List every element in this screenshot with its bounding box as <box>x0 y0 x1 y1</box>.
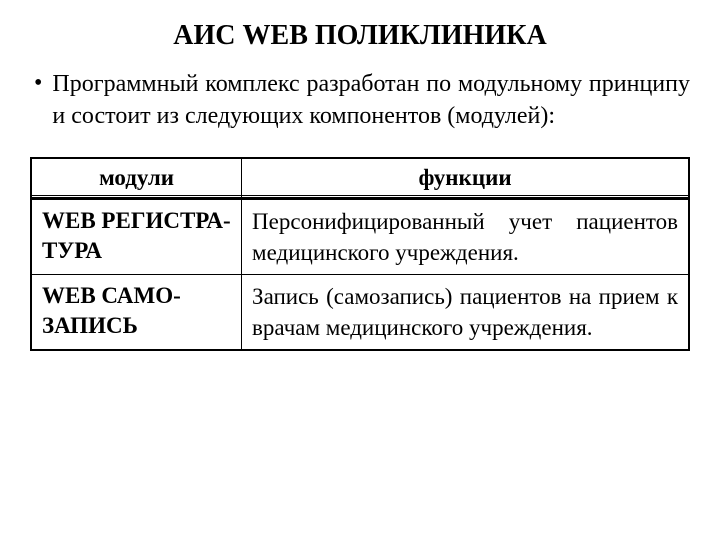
module-function-cell: Запись (самозапись) пациентов на прием к… <box>242 274 689 350</box>
column-header-functions: функции <box>242 158 689 198</box>
bullet-marker: • <box>34 68 42 99</box>
module-name-cell: WEB САМО-ЗАПИСЬ <box>31 274 242 350</box>
page-title: АИС WEB ПОЛИКЛИНИКА <box>30 20 690 52</box>
bullet-item: • Программный комплекс разработан по мод… <box>30 68 690 133</box>
column-header-modules: модули <box>31 158 242 198</box>
table-row: WEB РЕГИСТРА-ТУРА Персонифицированный уч… <box>31 199 689 275</box>
module-name-cell: WEB РЕГИСТРА-ТУРА <box>31 199 242 275</box>
bullet-text: Программный комплекс разработан по модул… <box>52 68 690 133</box>
table-row: WEB САМО-ЗАПИСЬ Запись (самозапись) паци… <box>31 274 689 350</box>
modules-table: модули функции WEB РЕГИСТРА-ТУРА Персони… <box>30 157 690 351</box>
module-function-cell: Персонифицированный учет пациентов медиц… <box>242 199 689 275</box>
table-header-row: модули функции <box>31 158 689 198</box>
